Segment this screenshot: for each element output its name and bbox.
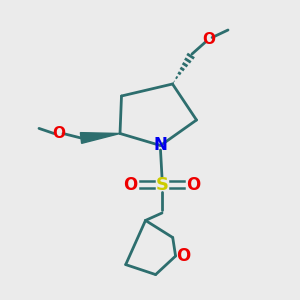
Text: O: O xyxy=(123,176,138,194)
Text: O: O xyxy=(176,247,190,265)
Text: O: O xyxy=(52,126,65,141)
Text: O: O xyxy=(202,32,215,46)
Polygon shape xyxy=(80,133,120,143)
Text: S: S xyxy=(155,176,169,194)
Text: N: N xyxy=(154,136,167,154)
Text: O: O xyxy=(186,176,201,194)
